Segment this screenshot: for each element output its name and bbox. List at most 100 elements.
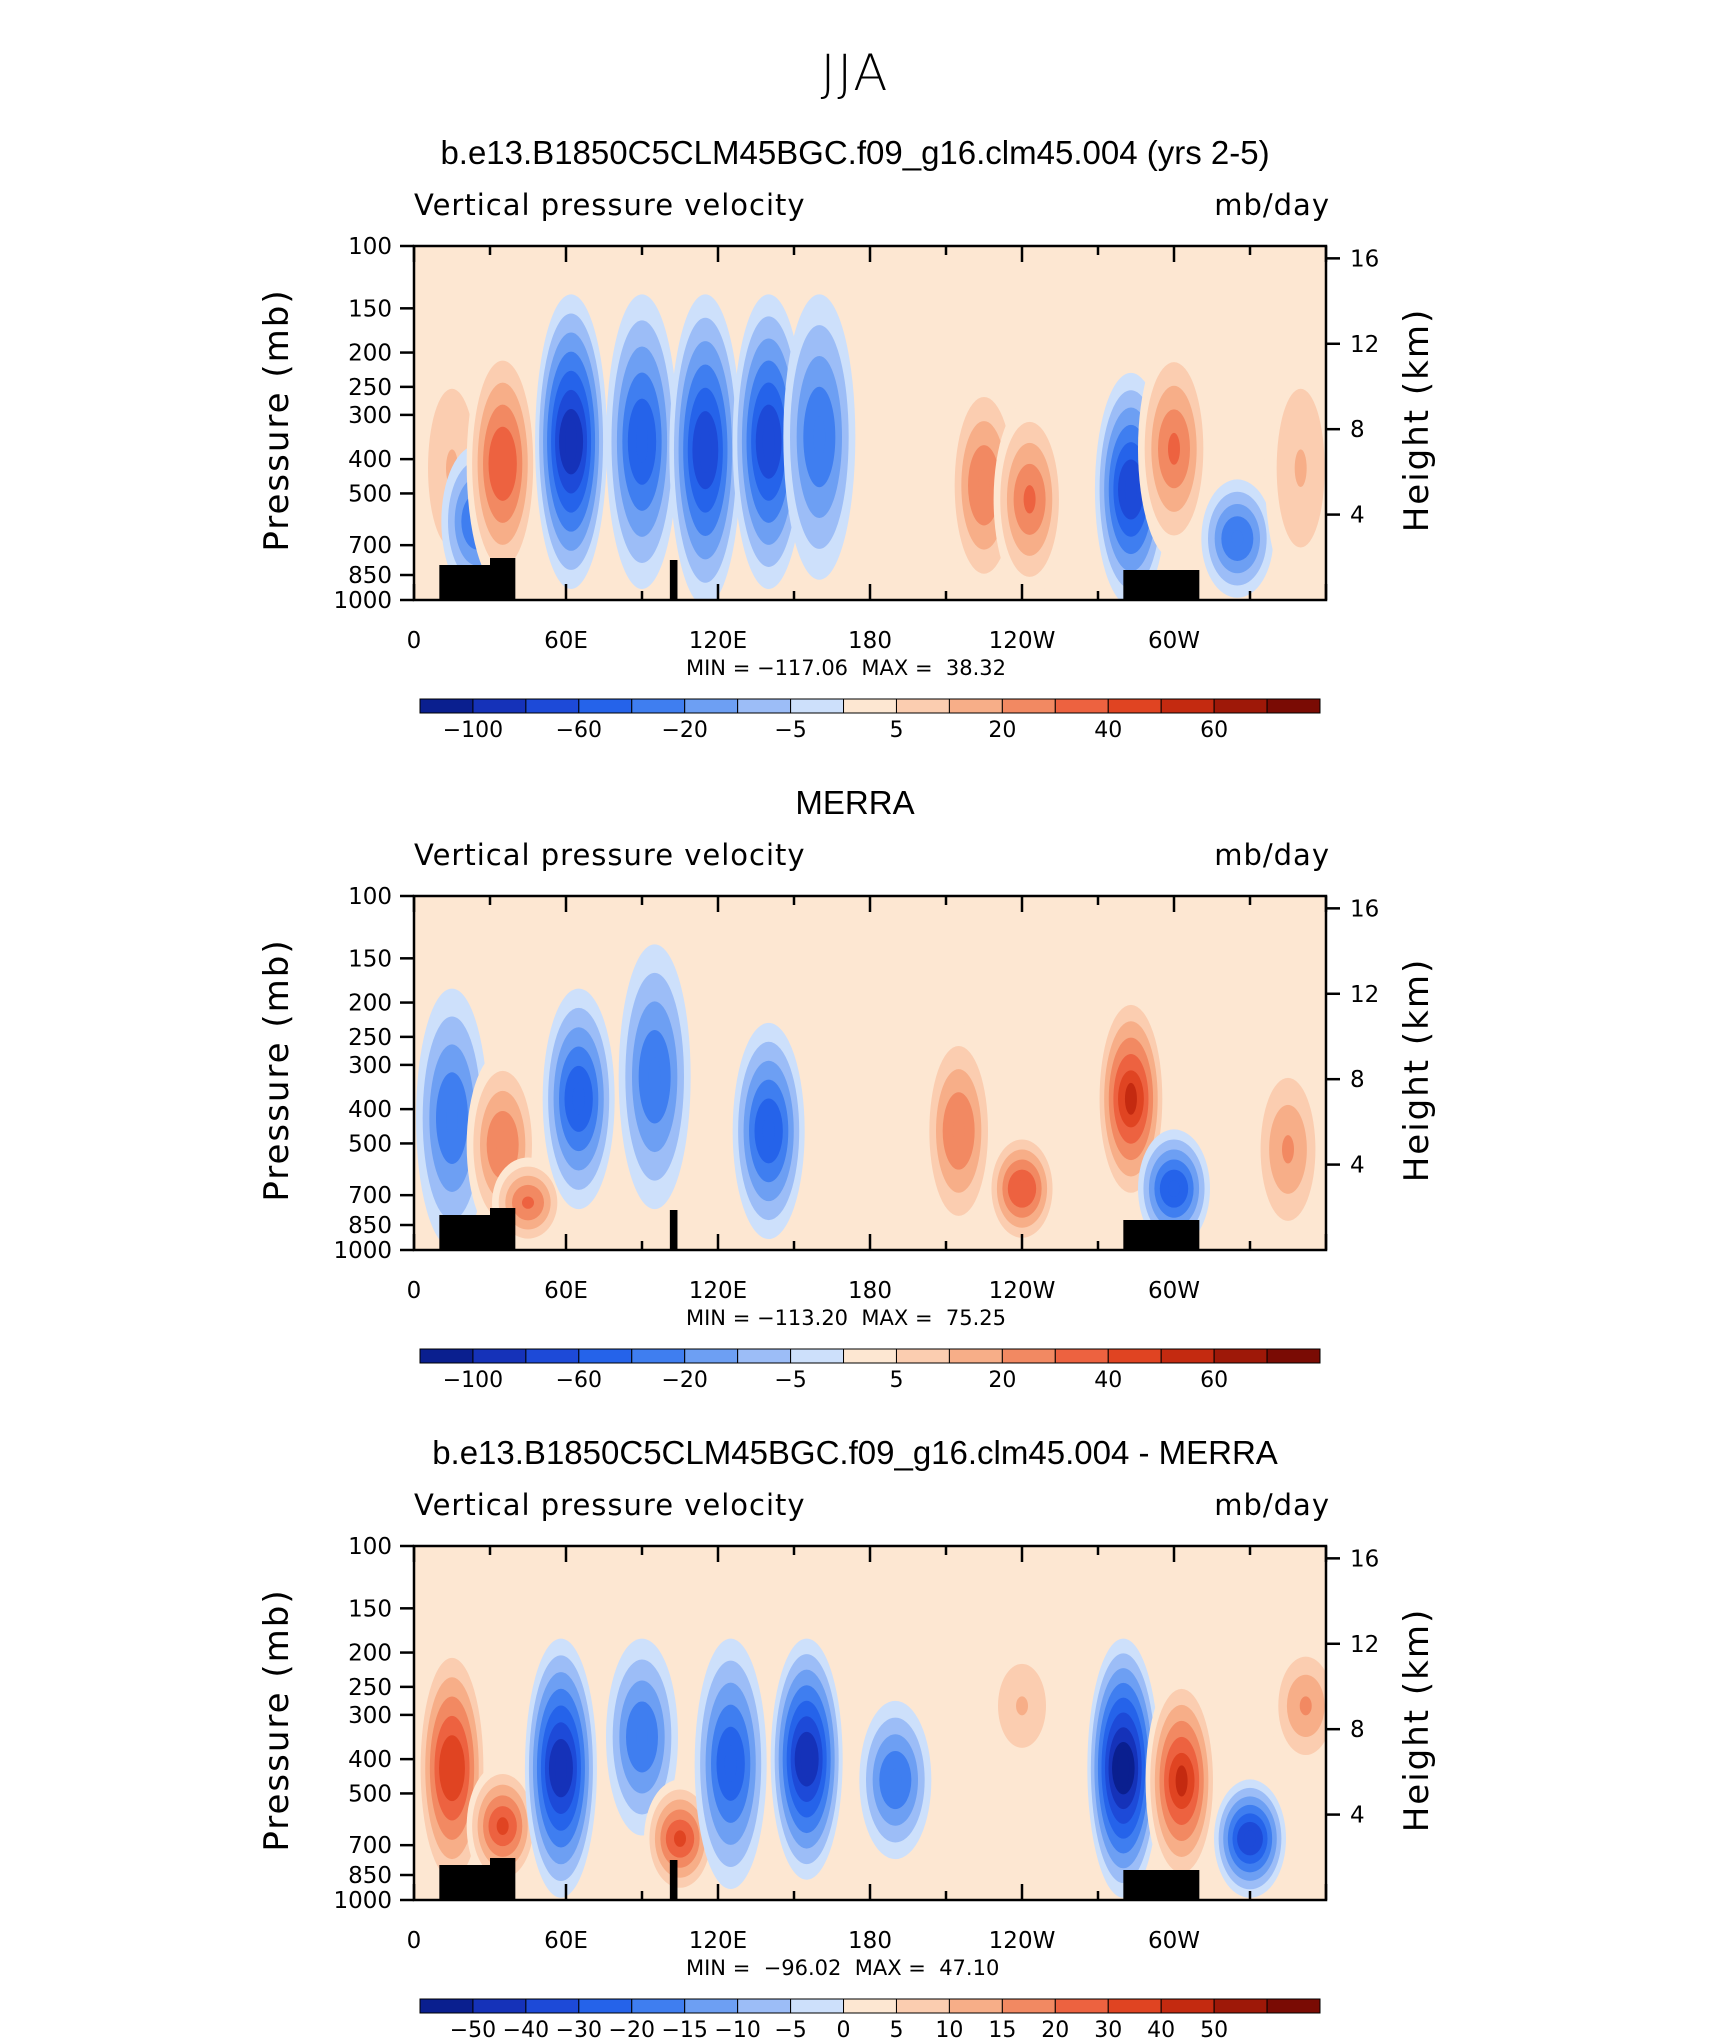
y-tick-label: 200	[348, 341, 392, 367]
contour-peak	[648, 1057, 661, 1097]
y-tick-label: 700	[348, 1833, 392, 1859]
units-label: mb/day	[1214, 838, 1330, 872]
y-tick-label: 150	[348, 1596, 392, 1622]
contour-peak	[446, 1099, 458, 1138]
contour-peak	[522, 1196, 534, 1209]
y-tick-label: 500	[348, 1781, 392, 1807]
x-tick-label: 120E	[689, 628, 747, 654]
colorbar-swatch	[1107, 1998, 1162, 2014]
y-tick-label: 400	[348, 1097, 392, 1123]
colorbar-label: −50	[450, 2018, 496, 2038]
contour-peak	[724, 1745, 737, 1782]
topography-mask	[490, 1858, 516, 1900]
y-tick-label: 300	[348, 1053, 392, 1079]
field-contours	[416, 1638, 1326, 1898]
min-max-label: MIN = −96.02 MAX = 47.10	[686, 1956, 1000, 1980]
units-label: mb/day	[1214, 188, 1330, 222]
x-tick-label: 0	[407, 1928, 422, 1954]
contour-peak	[446, 1749, 458, 1788]
colorbar-swatch	[1054, 1998, 1109, 2014]
plot-area: 0 60E 120E 180 120W 60W1001502002503004005007…	[333, 884, 1379, 1393]
colorbar-swatch	[895, 1998, 950, 2014]
panel-title: b.e13.B1850C5CLM45BGC.f09_g16.clm45.004 …	[440, 134, 1270, 171]
contour-peak	[699, 427, 712, 474]
colorbar-label: 60	[1200, 1368, 1228, 1393]
y-tick-label: 250	[348, 375, 392, 401]
contour-peak	[978, 469, 990, 502]
x-tick-label: 0	[407, 1278, 422, 1304]
contour-peak	[496, 445, 509, 482]
colorbar-label: 10	[935, 2018, 963, 2038]
y-right-tick-label: 4	[1350, 503, 1365, 529]
colorbar-label: −5	[774, 718, 806, 743]
x-tick-label: 120W	[989, 628, 1056, 654]
y-tick-label: 1000	[333, 1888, 392, 1914]
plot-area: 0 60E 120E 180 120W 60W1001502002503004005007…	[333, 1534, 1379, 2038]
colorbar-swatch	[684, 1998, 739, 2014]
y-tick-label: 250	[348, 1025, 392, 1051]
y-right-tick-label: 8	[1350, 417, 1365, 443]
topography-mask	[669, 1860, 678, 1900]
contour-peak	[1016, 1180, 1028, 1197]
colorbar-label: 5	[889, 718, 903, 743]
colorbar-label: −5	[774, 1368, 806, 1393]
y-right-tick-label: 16	[1350, 246, 1379, 272]
field-contours	[416, 294, 1326, 600]
contour-peak	[1124, 472, 1137, 507]
variable-label: Vertical pressure velocity	[414, 1488, 806, 1522]
contour-peak	[762, 420, 775, 464]
y-tick-label: 1000	[333, 588, 392, 614]
y-tick-label: 850	[348, 1863, 392, 1889]
colorbar-label: 20	[988, 718, 1016, 743]
y-tick-label: 200	[348, 1641, 392, 1667]
colorbar-swatch	[737, 1998, 792, 2014]
colorbar-label: 20	[1041, 2018, 1069, 2038]
y-tick-label: 700	[348, 533, 392, 559]
contour-peak	[1231, 530, 1244, 547]
y-right-tick-label: 4	[1350, 1803, 1365, 1829]
variable-label: Vertical pressure velocity	[414, 188, 806, 222]
topography-mask	[490, 558, 516, 600]
figure-title: JJA	[820, 44, 890, 102]
y-tick-label: 850	[348, 563, 392, 589]
y-tick-label: 500	[348, 481, 392, 507]
colorbar-label: −20	[609, 2018, 655, 2038]
y-tick-label: 150	[348, 946, 392, 972]
contour-peak	[554, 1749, 567, 1788]
x-tick-label: 60E	[544, 1928, 588, 1954]
colorbar-label: −15	[661, 2018, 707, 2038]
panel-title: MERRA	[795, 784, 915, 821]
colorbar-label: 40	[1147, 2018, 1175, 2038]
plot-area: 0 60E 120E 180 120W 60W1001502002503004005007…	[333, 234, 1379, 743]
topography-mask	[1123, 1870, 1200, 1900]
x-tick-label: 180	[848, 1278, 892, 1304]
contour-peak	[496, 1817, 509, 1835]
contour-peak	[636, 420, 648, 464]
y-tick-label: 300	[348, 403, 392, 429]
x-tick-label: 60E	[544, 628, 588, 654]
y-right-tick-label: 16	[1350, 1546, 1379, 1572]
colorbar-swatch	[631, 1998, 686, 2014]
colorbar-swatch	[1266, 698, 1321, 714]
contour-peak	[1168, 432, 1180, 465]
y-tick-label: 100	[348, 1534, 392, 1560]
y-tick-label: 100	[348, 234, 392, 260]
min-max-label: MIN = −113.20 MAX = 75.25	[686, 1306, 1007, 1330]
colorbar-swatch	[790, 1998, 845, 2014]
colorbar-label: −20	[661, 1368, 707, 1393]
colorbar-label: 50	[1200, 2018, 1228, 2038]
x-tick-label: 60W	[1148, 1928, 1200, 1954]
colorbar-swatch	[843, 1998, 897, 2014]
contour-peak	[1282, 1135, 1294, 1164]
colorbar-label: −5	[774, 2018, 806, 2038]
colorbar-swatch	[1266, 1348, 1321, 1364]
x-tick-label: 120W	[989, 1928, 1056, 1954]
colorbar-label: 5	[889, 1368, 903, 1393]
colorbar-label: 60	[1200, 718, 1228, 743]
y-tick-label: 850	[348, 1213, 392, 1239]
y-tick-label: 150	[348, 296, 392, 322]
colorbar-swatch	[419, 1998, 474, 2014]
y-right-tick-label: 12	[1350, 1632, 1379, 1658]
y-right-tick-label: 16	[1350, 896, 1379, 922]
